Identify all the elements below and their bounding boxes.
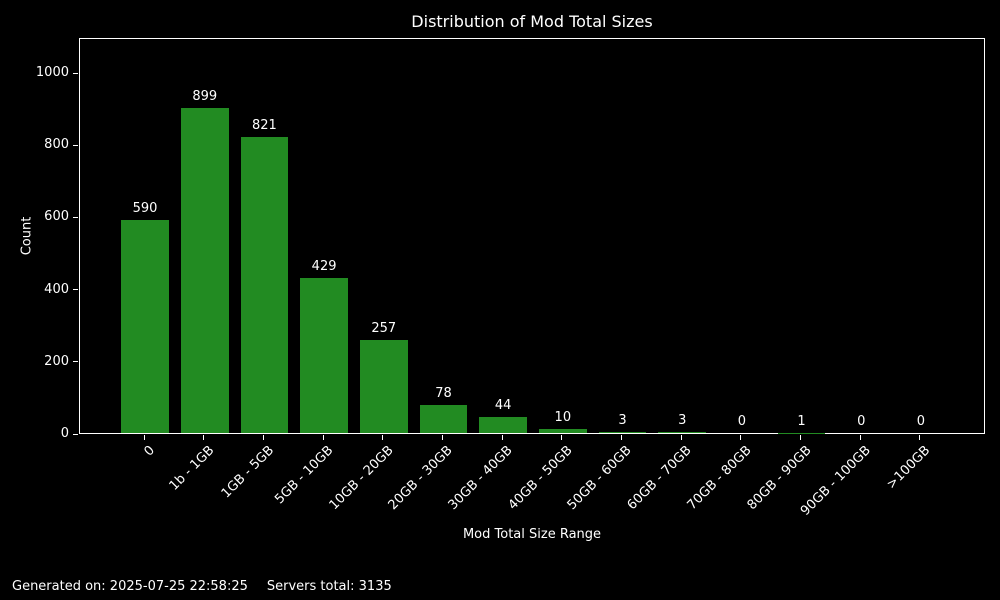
bar-6 [479,417,528,433]
y-tick [73,289,78,291]
bar-3 [300,278,348,433]
bar-9 [658,431,707,433]
bar-value-label: 429 [311,259,337,275]
x-tick [441,435,443,440]
x-tick-label: >100GB [884,443,934,493]
y-tick [73,144,78,146]
footer: Generated on: 2025-07-25 22:58:25 Servers… [12,579,392,594]
y-tick-label: 200 [44,353,69,369]
bar-value-label: 0 [916,414,926,429]
x-tick-label: 1GB - 5GB [218,443,278,502]
x-tick [203,435,205,440]
bar-8 [598,431,647,433]
x-tick [621,435,623,440]
bar-value-label: 10 [554,410,572,426]
bar-value-label: 590 [132,201,158,217]
x-tick-label: 0 [141,443,158,460]
y-tick [73,72,78,74]
bar-value-label: 78 [435,385,452,401]
bar-value-label: 899 [192,89,218,105]
x-tick [322,435,324,440]
bar-value-label: 3 [678,412,687,428]
bar-2 [240,136,289,433]
x-tick-label: 5GB - 10GB [272,443,337,508]
bar-value-label: 3 [618,412,627,428]
x-tick-label: 1b - 1GB [166,443,218,494]
bar-4 [359,340,408,433]
y-tick-label: 600 [44,209,69,225]
x-tick [143,435,145,440]
chart-title: Distribution of Mod Total Sizes [411,12,653,31]
y-tick-label: 400 [44,281,69,297]
x-tick [919,435,921,440]
x-tick [859,435,861,440]
x-axis-label: Mod Total Size Range [462,527,602,542]
y-tick-label: 0 [60,426,69,441]
y-tick [73,361,78,363]
bar-value-label: 821 [252,117,277,133]
bar-1 [180,108,229,433]
servers-total: Servers total: 3135 [266,579,392,594]
x-tick [740,435,742,440]
generated-timestamp: Generated on: 2025-07-25 22:58:25 [12,579,248,594]
bars-layer: 590 899 821 429 257 78 44 10 3 3 0 1 0 0 [80,39,984,433]
x-tick [800,435,802,440]
x-tick [680,435,682,440]
bar-5 [419,404,468,433]
plot-area: 590 899 821 429 257 78 44 10 3 3 0 1 0 0 [79,38,985,434]
bar-value-label: 44 [494,398,512,414]
bar-0 [121,220,169,433]
x-tick [382,435,384,440]
y-tick [73,216,78,218]
x-tick [262,435,264,440]
bar-value-label: 1 [797,413,806,429]
y-tick [73,433,78,435]
bar-value-label: 0 [737,414,747,429]
y-tick-label: 1000 [35,65,69,80]
x-tick [501,435,503,440]
bar-value-label: 257 [371,321,397,337]
bar-value-label: 0 [857,414,866,429]
x-tick [561,435,563,440]
bar-7 [538,429,587,433]
y-tick-label: 800 [44,137,69,153]
